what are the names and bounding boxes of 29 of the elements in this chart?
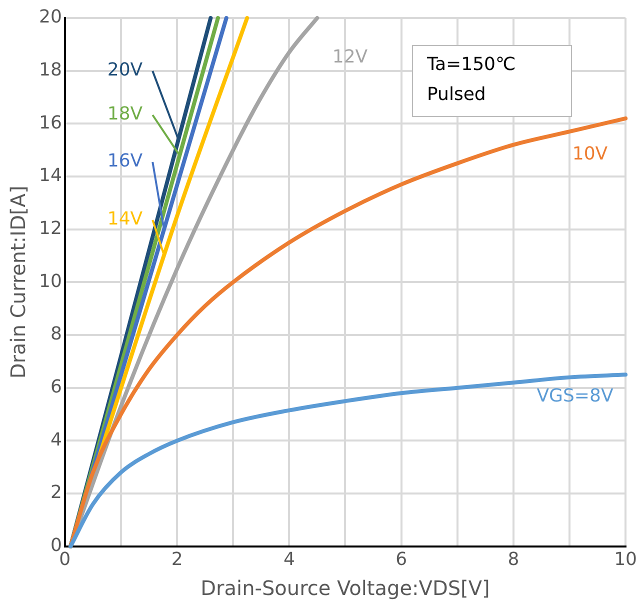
y-tick-label: 0 — [50, 535, 62, 556]
y-tick-label: 14 — [39, 165, 62, 186]
annotation: Ta=150℃ — [427, 53, 517, 77]
x-tick-label: 8 — [508, 548, 520, 570]
y-tick-label: 10 — [39, 270, 62, 292]
y-tick-label: 18 — [39, 60, 62, 81]
text-box: Ta=150℃ Pulsed — [412, 45, 572, 117]
y-tick-label: 16 — [39, 112, 62, 134]
y-axis-title: Drain Current:ID[A] — [6, 186, 30, 379]
y-tick-label: 4 — [50, 429, 62, 450]
series-label: 10V — [572, 144, 608, 165]
series-label: 14V — [107, 208, 144, 230]
series-label: VGS=8V — [536, 386, 614, 407]
x-tick-label: 6 — [396, 548, 408, 570]
x-tick-label: 10 — [614, 548, 637, 570]
text: 20V — [107, 60, 144, 81]
x-axis-title: Drain-Source Voltage:VDS[V] — [200, 576, 490, 600]
annotation: Pulsed — [427, 83, 487, 107]
line-series — [68, 372, 628, 548]
y-tick-label: 6 — [50, 376, 62, 398]
y-tick-label: 20 — [39, 6, 62, 28]
y-tick-label: 2 — [50, 482, 62, 504]
x-tick-label: 4 — [283, 548, 295, 570]
text: 18V — [107, 104, 144, 125]
x-tick-label: 2 — [171, 548, 183, 570]
y-tick-label: 12 — [39, 218, 62, 240]
series-label: 12V — [332, 46, 368, 68]
y-tick-label: 8 — [50, 324, 62, 345]
text: 16V — [107, 150, 144, 172]
